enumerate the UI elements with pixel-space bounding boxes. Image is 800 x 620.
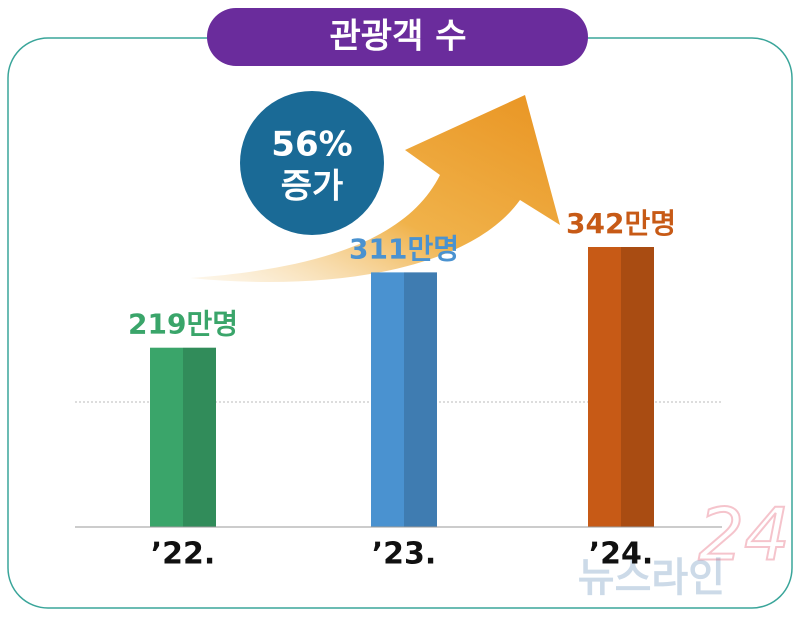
watermark: 뉴스라인 xyxy=(578,555,725,601)
bar-shade xyxy=(183,347,216,527)
chart-title: 관광객 수 xyxy=(330,17,467,57)
bar xyxy=(371,272,437,527)
x-tick-label: ’24. xyxy=(589,537,654,572)
watermark: 24 xyxy=(698,493,790,577)
x-tick-label: ’23. xyxy=(372,537,437,572)
x-tick-label: ’22. xyxy=(151,537,216,572)
bar-shade xyxy=(621,247,654,527)
value-label: 342만명 xyxy=(566,207,676,240)
bar xyxy=(588,247,654,527)
bar xyxy=(150,347,216,527)
annotation: 56% xyxy=(271,125,352,165)
value-label: 311만명 xyxy=(349,232,459,265)
trend-arrow xyxy=(190,95,560,282)
bar-shade xyxy=(404,272,437,527)
title-pill xyxy=(207,8,588,66)
growth-badge xyxy=(240,91,384,235)
annotation: 증가 xyxy=(281,167,344,207)
value-label: 219만명 xyxy=(128,308,238,341)
